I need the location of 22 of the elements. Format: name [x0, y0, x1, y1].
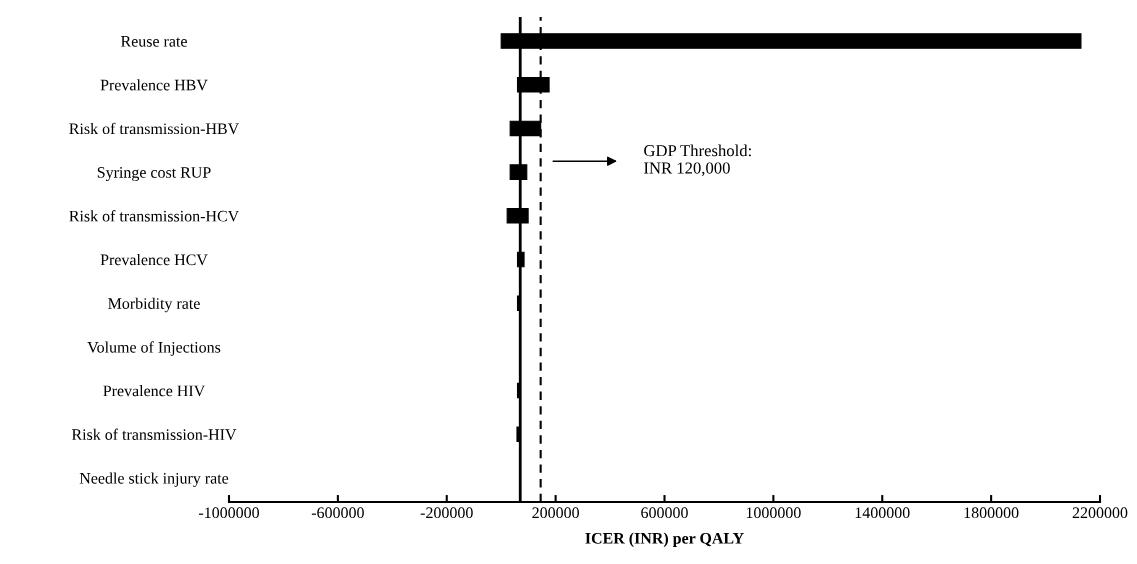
y-tick-label: Risk of transmission-HIV: [71, 428, 237, 441]
y-tick-label: Reuse rate: [120, 36, 187, 47]
y-tick-label: Morbidity rate: [108, 297, 200, 313]
x-tick-label: 1800000: [964, 507, 1019, 519]
x-tick-label: 2200000: [1072, 507, 1128, 519]
x-tick-label: 1400000: [855, 507, 910, 519]
x-tick-label: 1000000: [746, 507, 801, 519]
y-tick-label: Needle stick injury rate: [79, 472, 229, 487]
x-tick-label: 600000: [641, 507, 688, 519]
y-tick-label: Volume of Injections: [87, 341, 221, 356]
y-tick-label: Risk of transmission-HCV: [69, 210, 240, 222]
x-tick-label: -200000: [420, 507, 473, 519]
x-tick-label: -1000000: [198, 507, 259, 519]
y-tick-label: Risk of transmission-HBV: [69, 122, 240, 135]
y-tick-label: Prevalence HBV: [100, 79, 208, 91]
y-tick-label: Prevalence HCV: [100, 253, 208, 266]
x-axis-title: ICER (INR) per QALY: [585, 532, 744, 547]
y-tick-label: Syringe cost RUP: [97, 167, 211, 182]
x-tick-label: -600000: [311, 507, 364, 519]
x-tick-label: 200000: [532, 507, 579, 519]
y-tick-label: Prevalence HIV: [103, 385, 206, 397]
annotation: GDP Threshold: INR 120,000: [644, 144, 751, 177]
